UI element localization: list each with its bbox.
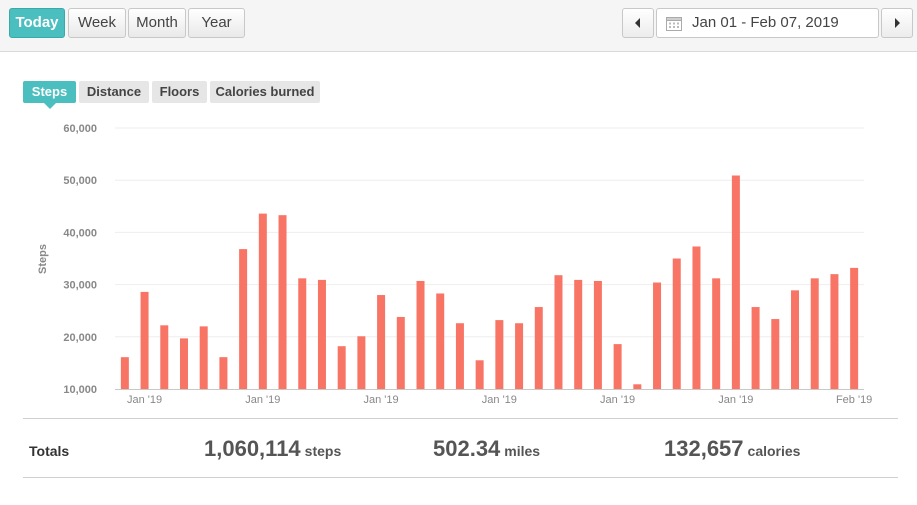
bar[interactable] [140,291,149,389]
x-tick-label: Jan '19 [245,394,280,406]
bar[interactable] [278,215,287,389]
date-range-text: Jan 01 - Feb 07, 2019 [692,14,839,31]
totals-label: Totals [29,443,70,459]
totals-divider-top [23,418,898,419]
y-tick-label: 60,000 [63,123,97,135]
bar[interactable] [554,275,563,389]
bar[interactable] [692,246,701,389]
bar[interactable] [239,249,248,389]
bar[interactable] [199,326,208,389]
bar[interactable] [672,258,681,390]
active-tab-pointer [44,103,56,109]
total-steps: 1,060,114 steps [204,436,341,462]
bar[interactable] [377,295,386,389]
y-tick-label: 50,000 [63,175,97,187]
bar[interactable] [219,357,228,389]
calendar-icon [666,17,682,31]
bar[interactable] [455,323,464,389]
caret-left-icon [635,18,640,28]
tab-floors[interactable]: Floors [152,81,207,103]
bar[interactable] [712,278,721,389]
bar[interactable] [258,213,267,389]
next-range-button[interactable] [881,8,913,38]
y-tick-label: 40,000 [63,227,97,239]
bar[interactable] [436,293,445,389]
date-range-picker[interactable]: Jan 01 - Feb 07, 2019 [656,8,879,38]
total-miles: 502.34 miles [433,436,540,462]
y-axis-label: Steps [37,244,49,274]
total-calories-unit: calories [747,443,801,459]
bar[interactable] [179,338,188,389]
total-miles-value: 502.34 [433,436,501,461]
tab-distance[interactable]: Distance [79,81,149,103]
tab-calories-burned[interactable]: Calories burned [210,81,320,103]
bar[interactable] [160,325,169,389]
bar[interactable] [495,320,504,389]
bar[interactable] [613,344,622,389]
x-tick-label: Jan '19 [364,394,399,406]
prev-range-button[interactable] [622,8,654,38]
bar[interactable] [416,280,425,389]
tab-steps[interactable]: Steps [23,81,76,103]
bar[interactable] [633,384,642,389]
caret-right-icon [895,18,900,28]
y-tick-label: 10,000 [63,384,97,396]
total-miles-unit: miles [504,443,541,459]
x-tick-label: Jan '19 [127,394,162,406]
bar[interactable] [751,307,760,389]
bar[interactable] [337,346,346,389]
bar[interactable] [653,282,662,389]
month-button[interactable]: Month [128,8,186,38]
bar[interactable] [534,307,543,389]
bar[interactable] [850,267,859,389]
steps-chart: 10,000 20,000 30,000 40,000 50,000 60,000 Jan… [37,123,872,406]
week-button[interactable]: Week [68,8,126,38]
x-tick-label: Jan '19 [482,394,517,406]
totals-divider-bottom [23,477,898,478]
bar[interactable] [357,336,366,389]
bar[interactable] [830,274,839,389]
today-button[interactable]: Today [9,8,65,38]
bar[interactable] [298,278,307,389]
bar[interactable] [574,279,583,389]
bar[interactable] [771,319,780,389]
toolbar: Today Week Month Year Jan 01 - Feb 07, 2… [0,0,917,52]
bar[interactable] [317,279,326,389]
bar[interactable] [593,280,602,389]
bar[interactable] [396,316,405,389]
bar[interactable] [120,357,129,389]
bar[interactable] [810,278,819,389]
year-button[interactable]: Year [188,8,245,38]
y-tick-label: 30,000 [63,280,97,292]
bar[interactable] [475,360,484,389]
x-tick-label: Jan '19 [718,394,753,406]
total-calories: 132,657 calories [664,436,800,462]
bar[interactable] [515,323,524,389]
y-tick-label: 20,000 [63,332,97,344]
x-tick-label: Jan '19 [600,394,635,406]
total-steps-value: 1,060,114 [204,436,301,461]
x-tick-label: Feb '19 [836,394,872,406]
bar[interactable] [791,290,800,389]
total-calories-value: 132,657 [664,436,744,461]
total-steps-unit: steps [304,443,342,459]
bar[interactable] [731,175,740,389]
